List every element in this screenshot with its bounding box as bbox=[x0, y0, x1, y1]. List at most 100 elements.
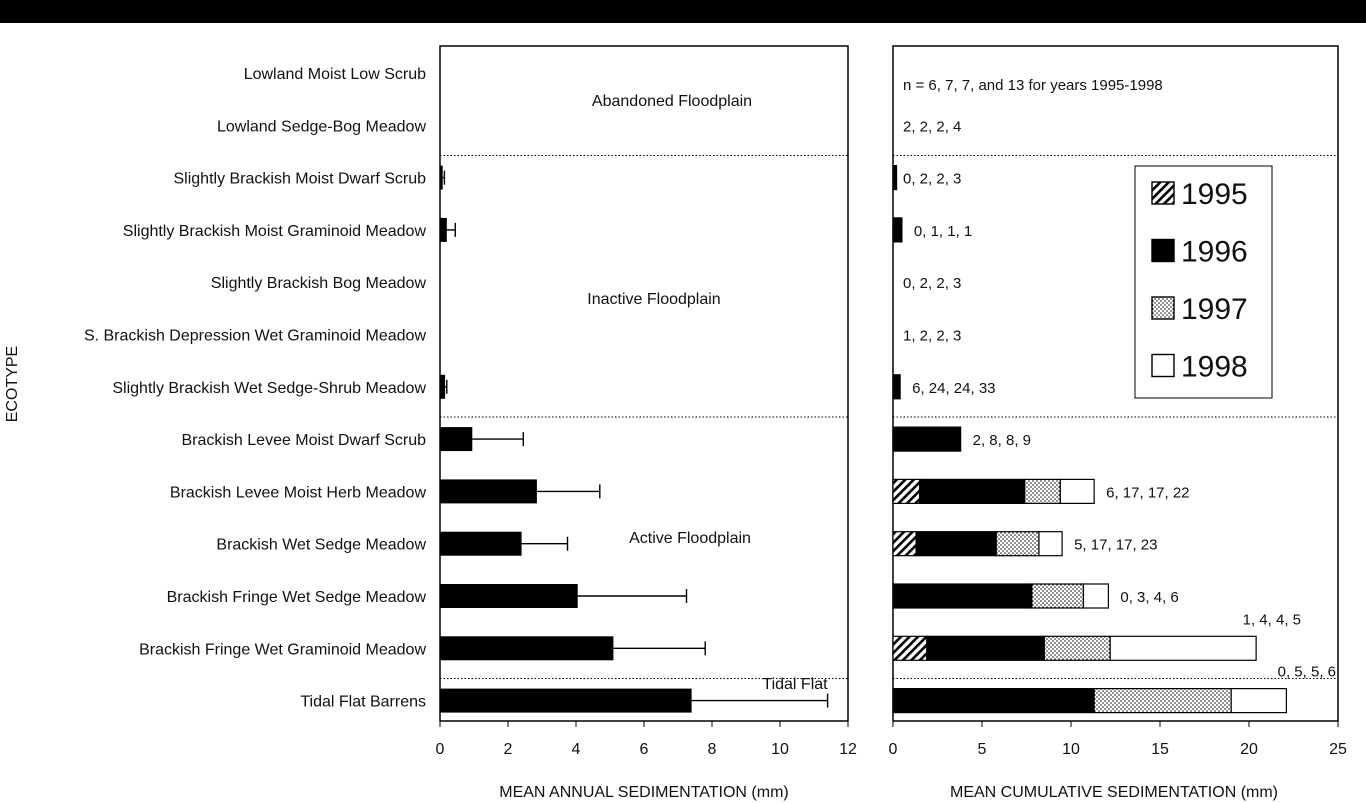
header-note: n = 6, 7, 7, and 13 for years 1995-1998 bbox=[903, 77, 1163, 94]
bar bbox=[440, 374, 446, 399]
category-label: Brackish Wet Sedge Meadow bbox=[216, 537, 426, 554]
right-x-axis-title: MEAN CUMULATIVE SEDIMENTATION (mm) bbox=[950, 784, 1278, 801]
sample-size-label: 2, 2, 2, 4 bbox=[903, 118, 961, 135]
category-label: Lowland Sedge-Bog Meadow bbox=[217, 118, 426, 135]
stacked-segment-1996 bbox=[892, 426, 962, 452]
stacked-segment-1998 bbox=[1082, 583, 1109, 609]
sample-size-label: 0, 2, 2, 3 bbox=[903, 275, 961, 292]
stacked-segment-1997 bbox=[1024, 478, 1061, 504]
category-label: Brackish Levee Moist Herb Meadow bbox=[170, 484, 427, 501]
stacked-segment-1997 bbox=[1031, 583, 1085, 609]
category-label: Slightly Brackish Bog Meadow bbox=[211, 275, 427, 292]
category-label: Slightly Brackish Wet Sedge-Shrub Meadow bbox=[112, 380, 426, 397]
left-bars bbox=[440, 165, 829, 713]
stacked-segment-1997 bbox=[995, 531, 1040, 557]
sample-size-label: 1, 2, 2, 3 bbox=[903, 328, 961, 345]
stacked-segment-1996 bbox=[892, 217, 903, 243]
legend-label: 1997 bbox=[1181, 293, 1248, 326]
sample-size-label: 5, 17, 17, 23 bbox=[1074, 537, 1157, 554]
bar bbox=[440, 584, 578, 608]
right-chart: n = 6, 7, 7, and 13 for years 1995-1998 … bbox=[889, 45, 1347, 801]
stacked-segment-1996 bbox=[915, 531, 997, 557]
category-label: S. Brackish Depression Wet Graminoid Mea… bbox=[84, 328, 427, 345]
stacked-segment-1998 bbox=[1059, 478, 1095, 504]
stacked-segment-1995 bbox=[892, 531, 917, 557]
x-tick-label: 0 bbox=[889, 741, 898, 758]
left-region-dividers bbox=[440, 154, 848, 679]
x-tick-label: 10 bbox=[771, 741, 789, 758]
legend-swatch-1995 bbox=[1151, 181, 1175, 205]
stacked-segment-1998 bbox=[1038, 531, 1063, 557]
bar bbox=[440, 217, 447, 242]
region-label: Abandoned Floodplain bbox=[592, 93, 752, 110]
bar bbox=[440, 636, 614, 661]
left-x-axis: 0 2 4 6 8 10 12 bbox=[436, 721, 857, 758]
legend-swatch-1996 bbox=[1151, 238, 1175, 263]
stacked-segment-1996 bbox=[926, 635, 1045, 661]
bar bbox=[440, 427, 473, 452]
stacked-segment-1997 bbox=[1093, 687, 1232, 714]
stacked-segment-1998 bbox=[1109, 635, 1257, 661]
x-tick-label: 15 bbox=[1151, 741, 1169, 758]
category-label: Slightly Brackish Moist Dwarf Scrub bbox=[173, 171, 426, 188]
legend-label: 1996 bbox=[1181, 236, 1248, 269]
x-tick-label: 6 bbox=[640, 741, 649, 758]
stacked-segment-1996 bbox=[892, 374, 901, 400]
category-label: Tidal Flat Barrens bbox=[300, 694, 426, 711]
sample-size-label: 6, 24, 24, 33 bbox=[912, 380, 995, 397]
x-tick-label: 0 bbox=[436, 741, 445, 758]
x-tick-label: 8 bbox=[708, 741, 717, 758]
category-label: Lowland Moist Low Scrub bbox=[244, 66, 426, 83]
x-tick-label: 5 bbox=[978, 741, 987, 758]
stacked-segment-1996 bbox=[919, 478, 1026, 504]
legend-swatch-1998 bbox=[1151, 353, 1175, 378]
x-tick-label: 2 bbox=[504, 741, 513, 758]
bar bbox=[440, 531, 522, 556]
y-axis-title: ECOTYPE bbox=[4, 346, 21, 422]
sample-size-label: 2, 8, 8, 9 bbox=[973, 432, 1031, 449]
category-label: Slightly Brackish Moist Graminoid Meadow bbox=[123, 223, 427, 240]
legend-label: 1995 bbox=[1181, 178, 1248, 211]
left-chart: Abandoned Floodplain Inactive Floodplain A… bbox=[4, 45, 857, 801]
category-label: Brackish Fringe Wet Sedge Meadow bbox=[167, 589, 427, 606]
top-black-bar bbox=[0, 0, 1366, 23]
category-label: Brackish Levee Moist Dwarf Scrub bbox=[181, 432, 426, 449]
bar bbox=[440, 165, 443, 190]
region-label: Inactive Floodplain bbox=[587, 291, 720, 308]
sample-size-label: 0, 1, 1, 1 bbox=[914, 223, 972, 240]
bar bbox=[440, 688, 692, 713]
legend: 1995 1996 1997 1998 bbox=[1134, 165, 1273, 399]
category-labels: Lowland Moist Low Scrub Lowland Sedge-Bog… bbox=[84, 66, 427, 711]
stacked-segment-1997 bbox=[1043, 635, 1111, 661]
stacked-segment-1996 bbox=[892, 687, 1095, 714]
sample-size-labels: 2, 2, 2, 4 0, 2, 2, 3 0, 1, 1, 1 0, 2, 2, 3… bbox=[903, 118, 1336, 680]
stacked-segment-1996 bbox=[892, 583, 1033, 609]
legend-label: 1998 bbox=[1181, 351, 1248, 384]
sample-size-label: 6, 17, 17, 22 bbox=[1106, 484, 1189, 501]
left-plot-frame bbox=[439, 45, 849, 722]
stacked-segment-1995 bbox=[892, 635, 928, 661]
left-region-labels: Abandoned Floodplain Inactive Floodplain A… bbox=[587, 93, 828, 693]
right-x-axis: 0 5 10 15 20 25 bbox=[889, 721, 1347, 758]
legend-swatch-1997 bbox=[1151, 296, 1175, 320]
left-x-axis-title: MEAN ANNUAL SEDIMENTATION (mm) bbox=[499, 784, 789, 801]
bar bbox=[440, 479, 537, 504]
x-tick-label: 25 bbox=[1329, 741, 1347, 758]
stacked-segment-1996 bbox=[892, 165, 898, 191]
region-label: Active Floodplain bbox=[629, 530, 751, 547]
sample-size-label: 0, 5, 5, 6 bbox=[1278, 664, 1336, 681]
x-tick-label: 20 bbox=[1240, 741, 1258, 758]
region-label: Tidal Flat bbox=[762, 676, 828, 693]
sample-size-label: 0, 2, 2, 3 bbox=[903, 171, 961, 188]
right-bars bbox=[892, 165, 1287, 714]
stacked-segment-1995 bbox=[892, 478, 921, 504]
x-tick-label: 4 bbox=[572, 741, 581, 758]
sample-size-label: 1, 4, 4, 5 bbox=[1243, 611, 1301, 628]
category-label: Brackish Fringe Wet Graminoid Meadow bbox=[139, 641, 426, 658]
stacked-segment-1998 bbox=[1230, 687, 1287, 714]
sample-size-label: 0, 3, 4, 6 bbox=[1120, 589, 1178, 606]
x-tick-label: 10 bbox=[1062, 741, 1080, 758]
x-tick-label: 12 bbox=[839, 741, 857, 758]
right-region-dividers bbox=[893, 154, 1338, 679]
